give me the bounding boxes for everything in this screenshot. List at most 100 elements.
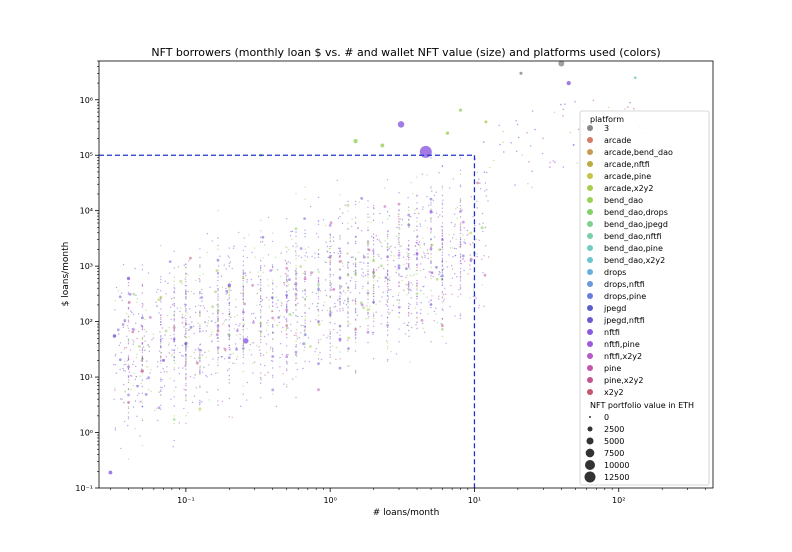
background-point [449,247,452,249]
background-point [418,241,421,243]
background-point [295,278,297,281]
background-point [295,193,297,195]
background-point [407,213,411,217]
background-point [228,313,230,315]
background-point [311,291,314,293]
background-point [228,329,230,331]
background-point [199,401,201,404]
background-point [124,370,126,372]
background-point [334,323,336,325]
background-point [199,279,201,281]
background-point [228,282,230,284]
background-point [242,294,244,296]
background-point [150,390,152,393]
background-point [199,312,201,314]
background-point [123,420,126,423]
background-point [206,310,208,312]
background-point [332,240,335,242]
background-point [342,265,344,267]
background-point [160,335,162,337]
background-point [334,302,336,305]
background-point [398,209,400,212]
background-point [386,345,389,348]
y-tick-label: 10⁶ [80,96,93,105]
background-point [118,358,122,362]
background-point [217,315,219,318]
background-point [127,368,130,371]
background-point [441,203,444,206]
background-point [228,304,230,306]
background-point [172,337,176,341]
background-point [174,288,176,290]
background-point [164,329,168,333]
data-point [227,283,232,288]
background-point [316,308,319,311]
background-point [451,265,453,267]
background-point [168,344,170,346]
background-point [329,233,331,235]
background-point [160,297,162,299]
background-point [367,221,369,223]
background-point [270,346,272,348]
background-point [372,287,375,289]
background-point [185,376,187,379]
background-point [141,328,144,331]
background-point [173,291,175,294]
background-point [302,296,304,298]
background-point [354,298,357,300]
background-point [185,293,187,296]
background-point [329,221,333,225]
background-point [401,244,403,247]
background-point [479,182,481,184]
background-point [286,279,288,281]
background-point [286,318,288,320]
background-point [318,271,320,273]
background-point [127,376,130,378]
background-point [228,353,230,355]
background-point [365,318,367,320]
background-point [295,298,297,300]
background-point [368,316,370,318]
background-point [354,308,357,310]
background-point [217,330,219,332]
background-point [242,269,244,271]
background-point [454,223,456,225]
background-point [483,273,487,277]
background-point [372,269,375,271]
background-point [426,196,428,198]
background-point [399,218,401,220]
background-point [378,239,380,241]
background-point [367,200,369,202]
background-point [359,292,361,294]
background-point [169,306,172,308]
data-point [558,60,565,67]
background-point [178,373,181,375]
background-point [199,360,201,363]
background-point [459,273,462,275]
data-point [108,470,113,475]
background-point [378,255,380,257]
background-point [132,339,134,341]
background-point [182,367,184,369]
background-point [217,272,219,274]
background-point [230,280,232,283]
background-point [236,358,238,360]
background-point [173,390,175,392]
background-point [409,267,411,270]
background-point [128,379,130,381]
background-point [216,285,218,287]
background-point [201,400,203,403]
background-point [295,235,297,238]
background-point [217,389,219,391]
background-point [429,303,433,306]
background-point [286,384,288,386]
legend-size-marker [585,448,595,458]
background-point [272,331,274,334]
background-point [285,266,289,270]
legend-platform-marker [587,161,593,167]
background-point [454,254,457,257]
background-point [117,290,120,292]
background-point [260,310,262,312]
background-point [141,369,144,372]
background-point [185,384,187,387]
